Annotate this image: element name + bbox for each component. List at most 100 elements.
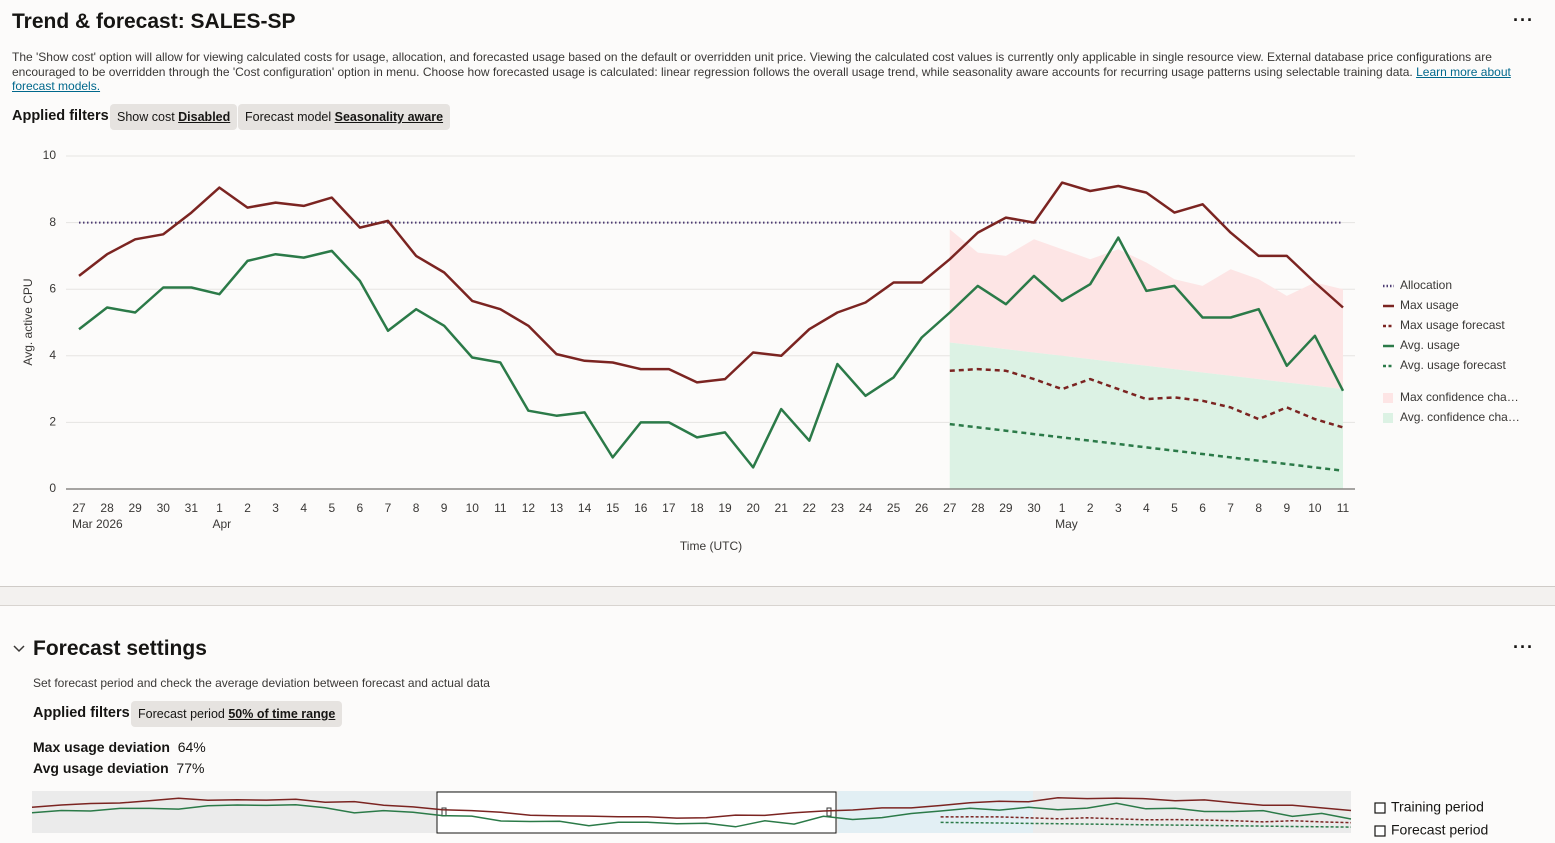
legend-label[interactable]: Max usage bbox=[1400, 298, 1459, 312]
x-tick-label: 10 bbox=[1308, 501, 1322, 515]
x-tick-label: 1 bbox=[1059, 501, 1066, 515]
x-tick-label: 19 bbox=[718, 501, 732, 515]
x-tick-label: 1 bbox=[216, 501, 223, 515]
legend-label[interactable]: Max usage forecast bbox=[1400, 318, 1505, 332]
x-tick-label: 20 bbox=[746, 501, 760, 515]
navigator-line bbox=[31, 802, 1352, 828]
checkbox[interactable] bbox=[1374, 825, 1386, 837]
legend-label[interactable]: Max confidence cha… bbox=[1400, 390, 1519, 404]
page-title: Trend & forecast: SALES-SP bbox=[12, 10, 296, 33]
y-axis-label: Avg. active CPU bbox=[21, 278, 35, 365]
navigator-legend-label[interactable]: Training period bbox=[1391, 799, 1484, 815]
deviation-label: Max usage deviation bbox=[33, 739, 170, 755]
x-tick-label: 16 bbox=[634, 501, 648, 515]
legend-label[interactable]: Avg. confidence cha… bbox=[1400, 410, 1520, 424]
deviation-value: 64% bbox=[177, 739, 206, 755]
chip-label: Show cost bbox=[117, 110, 175, 124]
chip-label: Forecast period bbox=[138, 707, 225, 721]
deviation-value: 77% bbox=[176, 760, 205, 776]
description: The 'Show cost' option will allow for vi… bbox=[12, 50, 1537, 94]
x-tick-label: 4 bbox=[1143, 501, 1150, 515]
x-tick-label: 12 bbox=[522, 501, 536, 515]
chip-value: 50% of time range bbox=[228, 707, 336, 721]
x-tick-label: 4 bbox=[300, 501, 307, 515]
filters-label: Applied filters bbox=[12, 108, 109, 124]
filters-label: Applied filters bbox=[33, 705, 130, 721]
x-tick-label: 14 bbox=[578, 501, 592, 515]
x-tick-label: 5 bbox=[1171, 501, 1178, 515]
deviation: Max usage deviation 64% bbox=[33, 739, 206, 755]
y-tick-label: 8 bbox=[49, 215, 56, 229]
deviation-label: Avg usage deviation bbox=[33, 760, 169, 776]
x-group-label: May bbox=[1055, 517, 1078, 531]
x-tick-label: 27 bbox=[72, 501, 86, 515]
x-tick-label: 27 bbox=[943, 501, 957, 515]
learn-more-link[interactable]: Learn more about forecast models. bbox=[12, 64, 1511, 94]
series-line bbox=[949, 367, 1344, 429]
x-tick-label: 29 bbox=[128, 501, 142, 515]
x-tick-label: 8 bbox=[1255, 501, 1262, 515]
collapse-icon[interactable] bbox=[12, 642, 26, 656]
x-tick-label: 7 bbox=[1227, 501, 1234, 515]
series-line bbox=[78, 181, 1344, 384]
x-tick-label: 23 bbox=[831, 501, 845, 515]
x-tick-label: 2 bbox=[1087, 501, 1094, 515]
x-tick-label: 22 bbox=[803, 501, 817, 515]
navigator-line bbox=[940, 816, 1352, 824]
legend-swatch bbox=[1383, 413, 1393, 423]
x-tick-label: 26 bbox=[915, 501, 929, 515]
section-divider bbox=[0, 586, 1555, 606]
series-line bbox=[949, 422, 1344, 472]
x-tick-label: 31 bbox=[185, 501, 199, 515]
navigator-line bbox=[31, 796, 1352, 819]
x-tick-label: 17 bbox=[662, 501, 676, 515]
x-tick-label: 15 bbox=[606, 501, 620, 515]
x-tick-label: 6 bbox=[357, 501, 364, 515]
series-line bbox=[78, 236, 1345, 469]
y-tick-label: 6 bbox=[49, 281, 56, 295]
x-group-label: Mar 2026 bbox=[72, 517, 123, 531]
x-tick-label: 25 bbox=[887, 501, 901, 515]
filter-chip[interactable]: Forecast model Seasonality aware bbox=[238, 104, 451, 130]
section-description: Set forecast period and check the averag… bbox=[33, 676, 490, 690]
x-tick-label: 21 bbox=[775, 501, 789, 515]
x-tick-label: 3 bbox=[1115, 501, 1122, 515]
x-tick-label: 3 bbox=[272, 501, 279, 515]
description-text: The 'Show cost' option will allow for vi… bbox=[12, 50, 1492, 79]
filter-chip[interactable]: Forecast period 50% of time range bbox=[131, 701, 343, 727]
x-tick-label: 30 bbox=[157, 501, 171, 515]
x-tick-label: 28 bbox=[971, 501, 985, 515]
chip-value: Disabled bbox=[178, 110, 231, 124]
confidence-band bbox=[949, 229, 1343, 390]
handle[interactable] bbox=[826, 807, 832, 817]
legend-label[interactable]: Avg. usage forecast bbox=[1400, 358, 1507, 372]
x-tick-label: 11 bbox=[494, 501, 507, 515]
deviation: Avg usage deviation 77% bbox=[33, 760, 204, 776]
y-tick-label: 10 bbox=[43, 148, 57, 162]
legend-label[interactable]: Allocation bbox=[1400, 278, 1452, 292]
x-tick-label: 7 bbox=[385, 501, 392, 515]
x-tick-label: 18 bbox=[690, 501, 704, 515]
x-tick-label: 6 bbox=[1199, 501, 1206, 515]
confidence-band bbox=[949, 342, 1343, 489]
legend-swatch bbox=[1383, 393, 1393, 403]
x-tick-label: 11 bbox=[1337, 501, 1350, 515]
more-menu[interactable]: ··· bbox=[1513, 637, 1534, 657]
filter-chip[interactable]: Show cost Disabled bbox=[110, 104, 238, 130]
y-tick-label: 4 bbox=[49, 348, 56, 362]
navigator[interactable]: Training period Forecast period bbox=[0, 786, 1555, 843]
x-axis-label: Time (UTC) bbox=[680, 539, 742, 553]
x-tick-label: 5 bbox=[328, 501, 335, 515]
x-tick-label: 28 bbox=[100, 501, 114, 515]
x-tick-label: 30 bbox=[1027, 501, 1041, 515]
more-menu[interactable]: ··· bbox=[1513, 10, 1534, 30]
x-tick-label: 13 bbox=[550, 501, 564, 515]
y-tick-label: 2 bbox=[49, 415, 56, 429]
x-tick-label: 2 bbox=[244, 501, 251, 515]
x-tick-label: 24 bbox=[859, 501, 873, 515]
navigator-legend-label[interactable]: Forecast period bbox=[1391, 822, 1488, 838]
legend-label[interactable]: Avg. usage bbox=[1400, 338, 1460, 352]
checkbox[interactable] bbox=[1374, 802, 1386, 814]
